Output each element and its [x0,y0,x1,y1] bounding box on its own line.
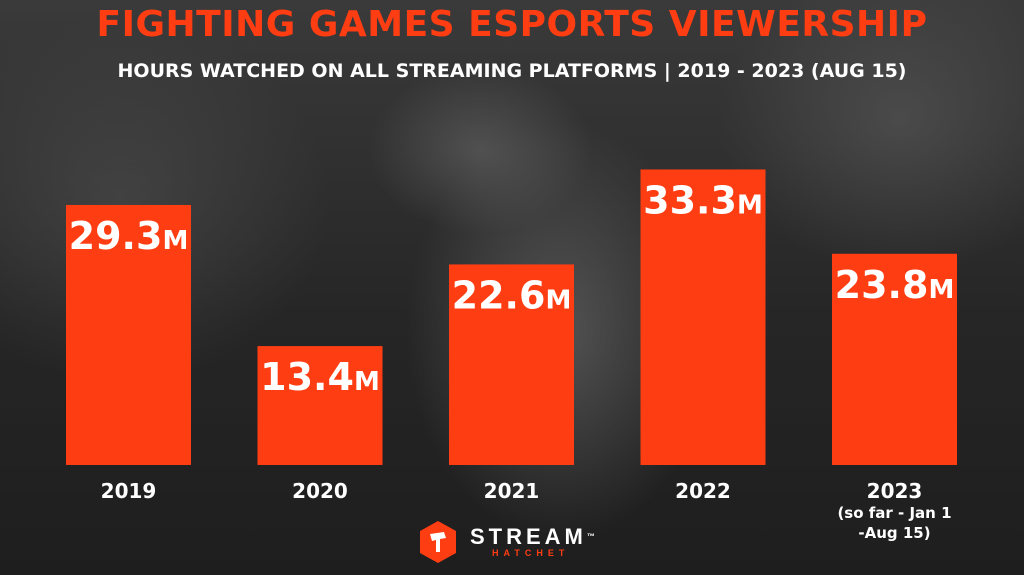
bar-2020 [257,346,383,465]
category-note-line: -Aug 15) [858,524,930,542]
trademark: ™ [586,531,595,541]
bar-2019 [66,204,191,465]
bar-2022 [640,169,766,465]
logo-main-text: STREAM [470,523,587,549]
category-label-2020: 2020 [292,479,348,503]
bar-value-label-2022: 33.3M [643,178,763,222]
bars-group: 29.3M 13.4M 22.6M 33.3M 23.8M [66,169,957,465]
chart-subtitle: HOURS WATCHED ON ALL STREAMING PLATFORMS… [117,60,907,82]
category-label-2022: 2022 [675,479,731,503]
logo-text: STREAM™ HATCHET [470,523,595,559]
category-label-2021: 2021 [484,479,540,503]
hatchet-logo-icon [420,521,456,563]
bar-value-label-2023: 23.8M [835,263,955,307]
category-labels: 2019 2020 2021 2022 2023(so far - Jan 1 -Aug … [101,479,952,542]
category-label-2019: 2019 [101,479,157,503]
category-label-2023: 2023 [867,479,923,503]
stream-hatchet-logo: STREAM™ HATCHET [418,520,595,564]
logo-sub-text: HATCHET [492,547,570,558]
bar-2021 [449,264,574,465]
bar-value-label-2019: 29.3M [69,214,189,258]
bar-value-label-2020: 13.4M [260,355,380,399]
bar-value-label-2021: 22.6M [452,273,572,317]
category-note-line: (so far - Jan 1 [837,504,951,522]
chart-title: FIGHTING GAMES ESPORTS VIEWERSHIP [96,4,928,45]
bar-2023 [832,253,957,465]
